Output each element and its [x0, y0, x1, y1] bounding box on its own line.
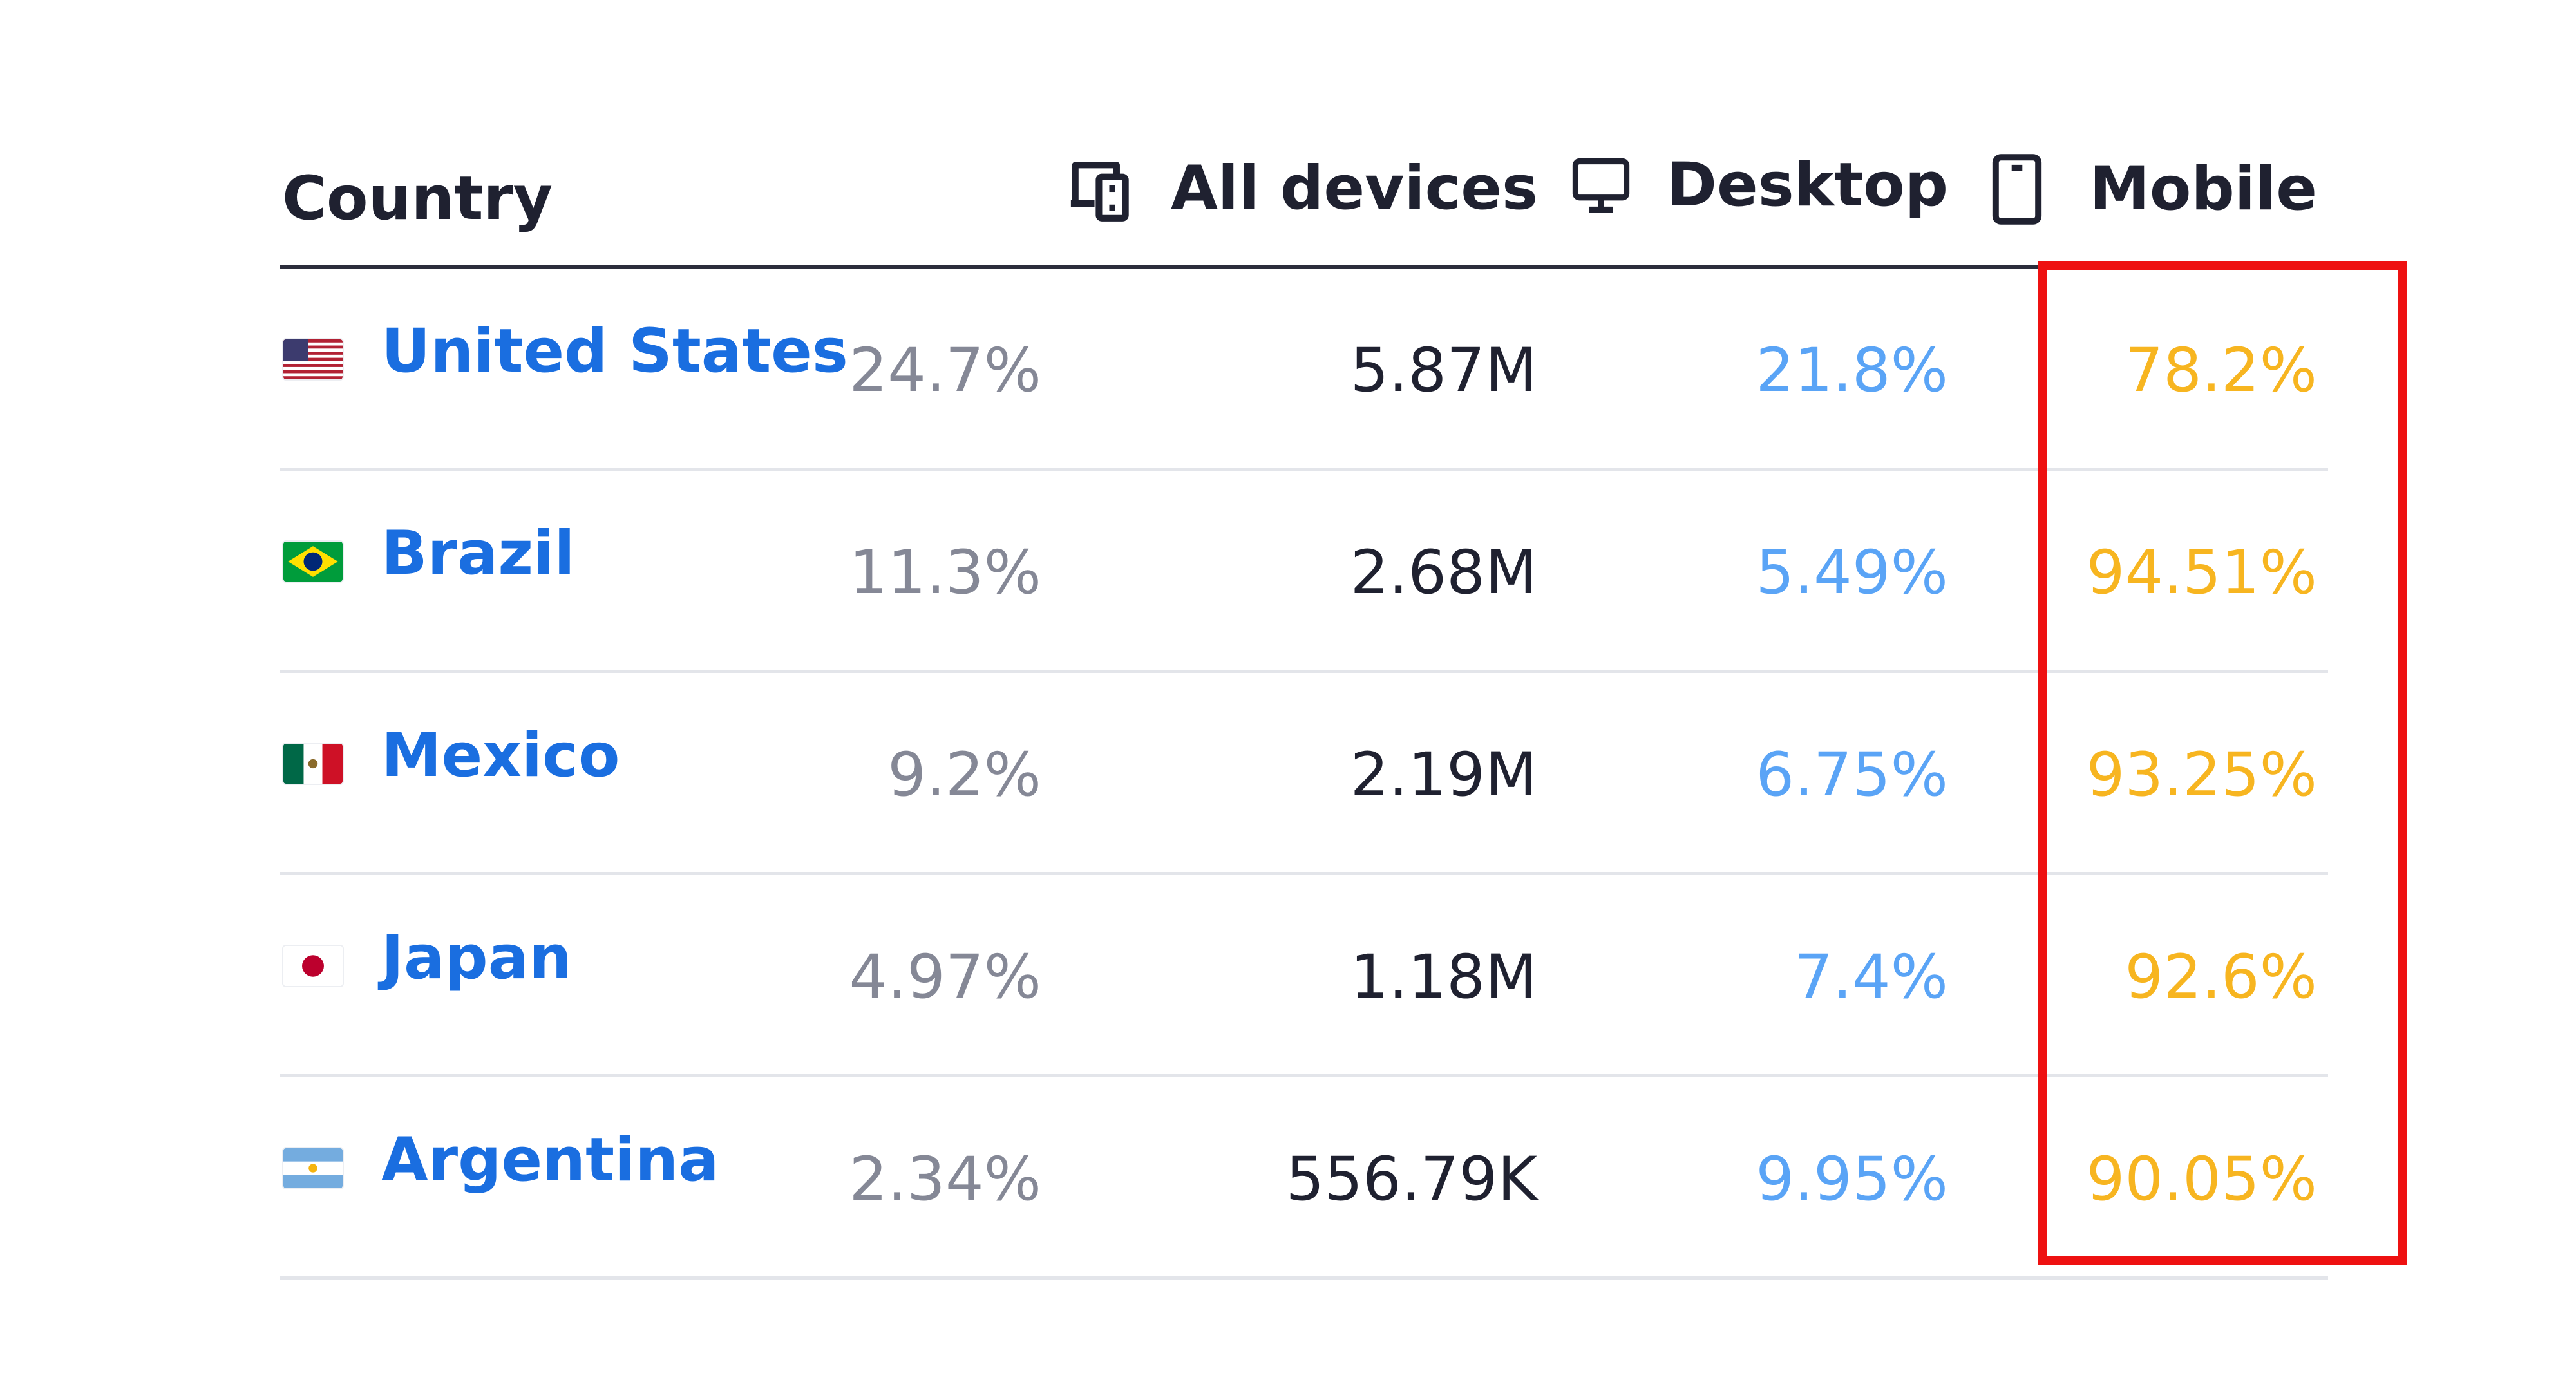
traffic-share: 2.34%: [849, 1144, 1041, 1215]
column-header-mobile-label: Mobile: [2089, 154, 2317, 224]
column-header-mobile[interactable]: Mobile: [1985, 153, 2317, 225]
desktop-share: 7.4%: [1794, 942, 1948, 1012]
mobile-share: 90.05%: [2086, 1144, 2317, 1215]
brazil-flag-icon: [283, 542, 343, 582]
column-header-all-devices[interactable]: All devices: [1066, 153, 1538, 224]
traffic-share: 4.97%: [849, 942, 1041, 1012]
column-header-country[interactable]: Country: [282, 164, 553, 234]
traffic-share: 11.3%: [849, 538, 1041, 608]
all-devices-visits: 556.79K: [1285, 1144, 1537, 1215]
desktop-share: 6.75%: [1756, 740, 1948, 810]
table-row: United States 24.7% 5.87M 21.8% 78.2%: [280, 269, 2328, 471]
country-link[interactable]: Mexico: [381, 721, 620, 791]
traffic-share: 24.7%: [849, 336, 1041, 406]
country-link[interactable]: Argentina: [381, 1125, 719, 1195]
table-header: Country All devices Desktop: [280, 129, 2328, 269]
column-header-desktop-label: Desktop: [1666, 150, 1948, 220]
column-header-all-devices-label: All devices: [1171, 153, 1538, 223]
traffic-share: 9.2%: [887, 740, 1041, 810]
all-devices-visits: 5.87M: [1350, 336, 1537, 406]
country-link[interactable]: Japan: [381, 923, 573, 993]
table-row: Brazil 11.3% 2.68M 5.49% 94.51%: [280, 471, 2328, 673]
mobile-share: 93.25%: [2086, 740, 2317, 810]
all-devices-visits: 2.19M: [1350, 740, 1537, 810]
table-row: Argentina 2.34% 556.79K 9.95% 90.05%: [280, 1077, 2328, 1280]
table-row: Mexico 9.2% 2.19M 6.75% 93.25%: [280, 673, 2328, 875]
country-traffic-table: Country All devices Desktop: [280, 129, 2328, 1280]
mobile-share: 92.6%: [2125, 942, 2317, 1012]
all-devices-visits: 2.68M: [1350, 538, 1537, 608]
argentina-flag-icon: [283, 1148, 343, 1188]
mexico-flag-icon: [283, 744, 343, 784]
us-flag-icon: [283, 339, 343, 379]
devices-icon: [1071, 162, 1129, 222]
table-row: Japan 4.97% 1.18M 7.4% 92.6%: [280, 875, 2328, 1077]
desktop-share: 21.8%: [1756, 336, 1948, 406]
country-link[interactable]: United States: [381, 316, 848, 386]
japan-flag-icon: [283, 946, 343, 986]
smartphone-icon: [1993, 154, 2042, 225]
desktop-share: 9.95%: [1756, 1144, 1948, 1215]
country-link[interactable]: Brazil: [381, 518, 575, 589]
desktop-share: 5.49%: [1756, 538, 1948, 608]
mobile-share: 78.2%: [2125, 336, 2317, 406]
all-devices-visits: 1.18M: [1350, 942, 1537, 1012]
monitor-icon: [1572, 158, 1630, 213]
mobile-share: 94.51%: [2086, 538, 2317, 608]
column-header-desktop[interactable]: Desktop: [1569, 153, 1948, 218]
